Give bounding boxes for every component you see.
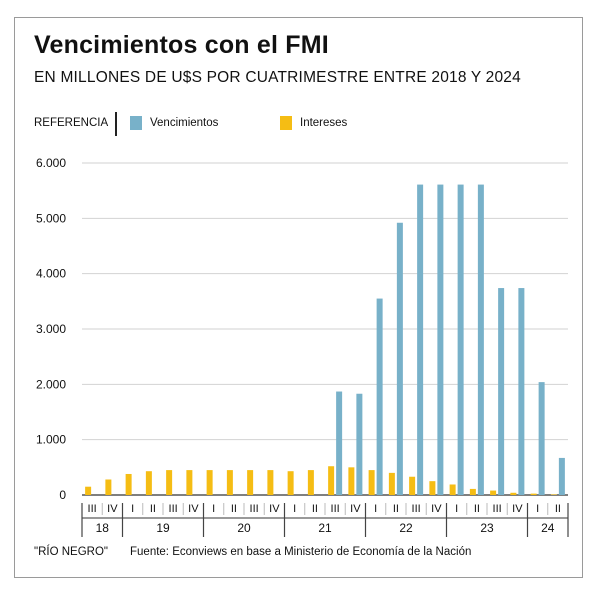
x-tick-label: III: [250, 503, 259, 515]
bar-intereses: [226, 470, 233, 495]
x-tick-label: III: [169, 503, 178, 515]
bar-vencimientos: [356, 393, 363, 495]
x-tick-label: II: [231, 503, 237, 515]
bar-vencimientos: [336, 391, 343, 495]
x-tick-label: II: [312, 503, 318, 515]
legend-title: REFERENCIA: [34, 117, 109, 129]
bar-intereses: [530, 493, 537, 495]
x-tick-label: I: [536, 503, 539, 515]
x-tick-label: II: [150, 503, 156, 515]
bar-intereses: [368, 470, 375, 495]
legend-swatch-intereses: [280, 116, 292, 130]
x-tick-label: IV: [269, 503, 280, 515]
bar-intereses: [206, 470, 213, 495]
legend-divider: [115, 112, 117, 136]
bar-vencimientos: [518, 288, 525, 495]
x-tick-label: I: [374, 503, 377, 515]
bar-vencimientos: [538, 382, 545, 495]
year-label: 23: [480, 521, 494, 535]
x-tick-label: IV: [107, 503, 118, 515]
x-tick-label: III: [331, 503, 340, 515]
bar-intereses: [247, 470, 254, 495]
bar-intereses: [105, 479, 112, 495]
x-tick-label: III: [412, 503, 421, 515]
chart-title: Vencimientos con el FMI: [34, 31, 329, 59]
bar-intereses: [186, 470, 193, 495]
x-tick-label: I: [131, 503, 134, 515]
bar-vencimientos: [498, 288, 505, 495]
legend-label-vencimientos: Vencimientos: [150, 117, 219, 129]
bar-intereses: [348, 467, 355, 495]
bar-intereses: [550, 494, 557, 495]
bar-vencimientos: [477, 184, 484, 495]
year-label: 21: [318, 521, 332, 535]
year-label: 22: [399, 521, 413, 535]
y-tick-label: 6.000: [36, 156, 66, 170]
bar-intereses: [328, 466, 335, 495]
bar-intereses: [267, 470, 274, 495]
y-tick-label: 2.000: [36, 377, 66, 391]
bar-intereses: [145, 471, 152, 495]
chart-subtitle: EN MILLONES DE U$S POR CUATRIMESTRE ENTR…: [34, 69, 521, 86]
bar-vencimientos: [437, 184, 444, 495]
y-tick-label: 1.000: [36, 433, 66, 447]
y-tick-label: 0: [59, 488, 66, 502]
legend-swatch-vencimientos: [130, 116, 142, 130]
x-tick-label: I: [455, 503, 458, 515]
bar-intereses: [490, 490, 497, 495]
bar-intereses: [287, 471, 294, 495]
bar-intereses: [449, 484, 456, 495]
bar-vencimientos: [376, 298, 383, 495]
x-tick-label: II: [474, 503, 480, 515]
x-tick-label: IV: [512, 503, 523, 515]
x-tick-label: IV: [350, 503, 361, 515]
bar-vencimientos: [558, 457, 565, 495]
bar-intereses: [429, 481, 436, 495]
bar-vencimientos: [417, 184, 424, 495]
bar-intereses: [85, 486, 92, 495]
x-tick-label: IV: [188, 503, 199, 515]
y-tick-label: 4.000: [36, 267, 66, 281]
footer-credit: "RÍO NEGRO": [34, 546, 108, 558]
y-tick-label: 5.000: [36, 211, 66, 225]
year-label: 19: [156, 521, 170, 535]
chart-frame: [14, 17, 583, 578]
year-label: 24: [541, 521, 555, 535]
x-tick-label: IV: [431, 503, 442, 515]
x-tick-label: II: [555, 503, 561, 515]
year-label: 18: [96, 521, 110, 535]
bar-intereses: [409, 476, 416, 495]
bar-intereses: [166, 470, 173, 495]
x-tick-label: II: [393, 503, 399, 515]
x-tick-label: I: [212, 503, 215, 515]
bar-vencimientos: [457, 184, 464, 495]
bar-intereses: [510, 492, 517, 495]
x-tick-label: III: [88, 503, 97, 515]
bar-vencimientos: [396, 222, 403, 495]
bar-intereses: [388, 472, 395, 495]
x-tick-label: I: [293, 503, 296, 515]
year-label: 20: [237, 521, 251, 535]
footer-source: Fuente: Econviews en base a Ministerio d…: [130, 546, 472, 558]
x-tick-label: III: [493, 503, 502, 515]
legend-label-intereses: Intereses: [300, 117, 348, 129]
y-tick-label: 3.000: [36, 322, 66, 336]
bar-intereses: [307, 470, 314, 495]
bar-intereses: [125, 473, 132, 495]
bar-intereses: [469, 488, 476, 495]
